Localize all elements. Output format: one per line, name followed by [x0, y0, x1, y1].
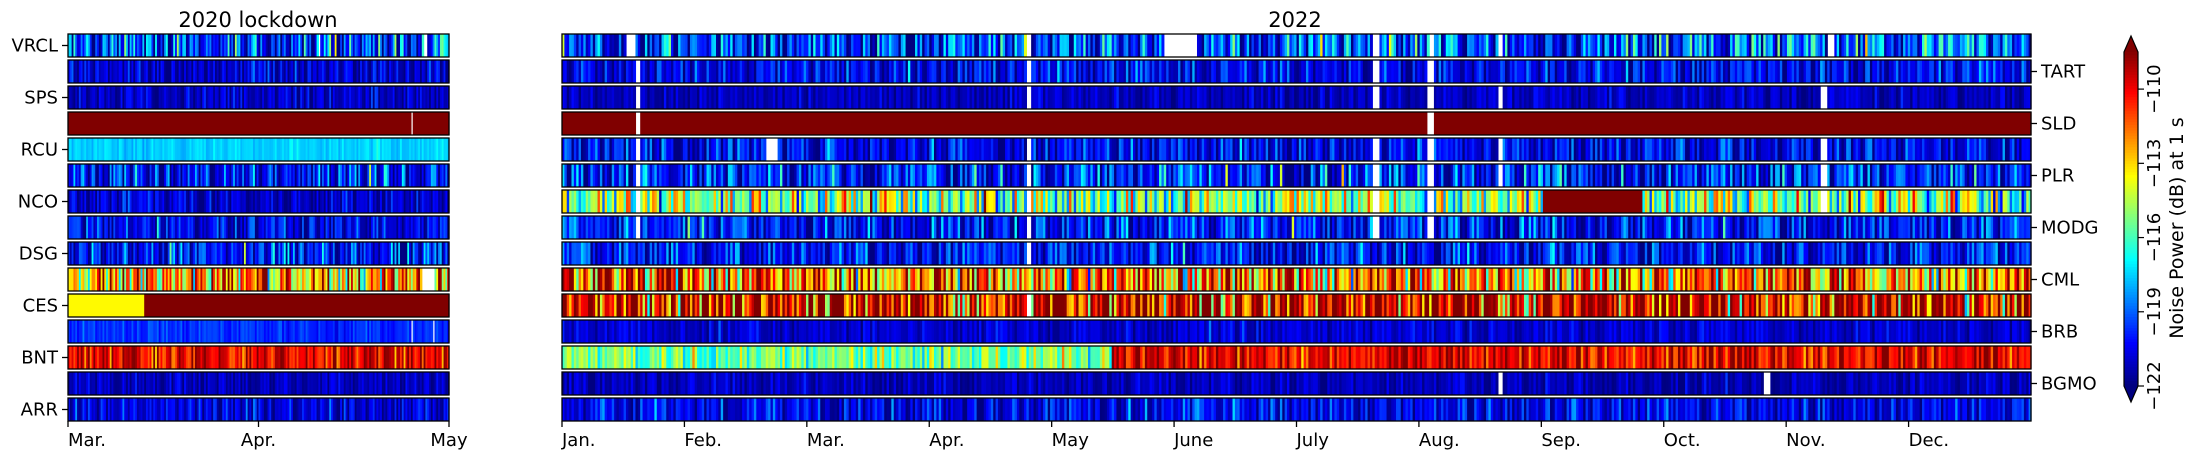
heatmap-row-tart: [561, 59, 2032, 84]
station-label-bnt: BNT: [21, 348, 59, 369]
x-tick-label: July: [1296, 430, 1330, 451]
x-tick-label: May: [1052, 430, 1090, 451]
heatmap-row-bgmo: [67, 371, 450, 396]
heatmap-row-brb: [67, 319, 450, 344]
x-tick-label: Apr.: [241, 430, 276, 451]
colorbar-label: Noise Power (dB) at 1 s: [2166, 117, 2188, 338]
colorbar-tick-label: −110: [2144, 64, 2165, 113]
x-tick-label: Aug.: [1419, 430, 1460, 451]
heatmap-row-sps: [561, 85, 2032, 110]
station-label-rcu: RCU: [21, 140, 58, 161]
station-label-dsg: DSG: [19, 244, 58, 265]
x-tick-label: June: [1173, 430, 1213, 451]
station-label-bgmo: BGMO: [2041, 374, 2097, 395]
heatmap-row-cml: [561, 267, 2032, 292]
x-tick-label: Mar.: [68, 430, 106, 451]
heatmap-row-arr: [561, 397, 2032, 422]
colorbar-tick-label: −122: [2144, 361, 2165, 410]
heatmap-row-arr: [67, 397, 450, 422]
station-label-nco: NCO: [18, 192, 58, 213]
x-tick-label: Feb.: [684, 430, 722, 451]
station-label-tart: TART: [2040, 62, 2086, 83]
heatmap-row-plr: [561, 163, 2032, 188]
heatmap-row-nco: [561, 189, 2032, 214]
colorbar-extend-min: [2124, 386, 2138, 402]
heatmap-row-nco: [67, 189, 450, 214]
station-label-modg: MODG: [2041, 218, 2099, 239]
panel-title-lockdown: 2020 lockdown: [178, 8, 337, 32]
x-tick-label: Jan.: [561, 430, 595, 451]
colorbar-tick-label: −113: [2144, 139, 2165, 188]
station-label-ces: CES: [23, 296, 58, 317]
heatmap-row-sld: [561, 111, 2032, 136]
x-tick-label: Nov.: [1786, 430, 1825, 451]
station-label-vrcl: VRCL: [11, 36, 58, 57]
x-tick-label: May: [430, 430, 468, 451]
heatmap-row-dsg: [67, 241, 450, 266]
station-label-arr: ARR: [21, 400, 58, 421]
colorbar-extend-max: [2124, 36, 2138, 52]
station-label-sld: SLD: [2041, 114, 2076, 135]
heatmap-row-plr: [67, 163, 450, 188]
heatmap-row-sld: [67, 111, 450, 136]
x-tick-label: Dec.: [1909, 430, 1950, 451]
station-label-brb: BRB: [2041, 322, 2078, 343]
heatmap-row-vrcl: [561, 33, 2032, 58]
heatmap-row-ces: [67, 293, 450, 318]
heatmap-row-ces: [561, 293, 2032, 318]
heatmap-row-bnt: [67, 345, 450, 370]
heatmap-row-sps: [67, 85, 450, 110]
heatmap-row-bgmo: [561, 371, 2032, 396]
heatmap-row-tart: [67, 59, 450, 84]
heatmap-row-bnt: [561, 345, 2032, 370]
heatmap-row-rcu: [67, 137, 450, 162]
heatmap-row-vrcl: [67, 33, 450, 58]
station-label-sps: SPS: [24, 88, 58, 109]
heatmap-row-dsg: [561, 241, 2032, 266]
panel-title-2022: 2022: [1268, 8, 1321, 32]
station-label-plr: PLR: [2041, 166, 2074, 187]
x-tick-label: Apr.: [929, 430, 964, 451]
colorbar-tick-label: −116: [2144, 213, 2165, 262]
heatmap-row-modg: [561, 215, 2032, 240]
heatmap-row-cml: [67, 267, 450, 292]
x-tick-label: Mar.: [807, 430, 845, 451]
heatmap-panel-2022: Jan. Feb. Mar. Apr. May June July Aug. Sep. Oct. N…: [561, 33, 2099, 451]
heatmap-row-rcu: [561, 137, 2032, 162]
heatmap-row-modg: [67, 215, 450, 240]
colorbar-tick-label: −119: [2144, 287, 2165, 336]
colorbar: −122 −119 −116 −113 −110: [2123, 34, 2165, 411]
station-label-cml: CML: [2041, 270, 2079, 291]
x-tick-label: Oct.: [1664, 430, 1701, 451]
heatmap-row-brb: [561, 319, 2032, 344]
x-tick-label: Sep.: [1541, 430, 1581, 451]
heatmap-panel-lockdown: Mar. Apr. May VRCL SPS RCU NCO DSG CES BNT ARR: [11, 33, 468, 451]
